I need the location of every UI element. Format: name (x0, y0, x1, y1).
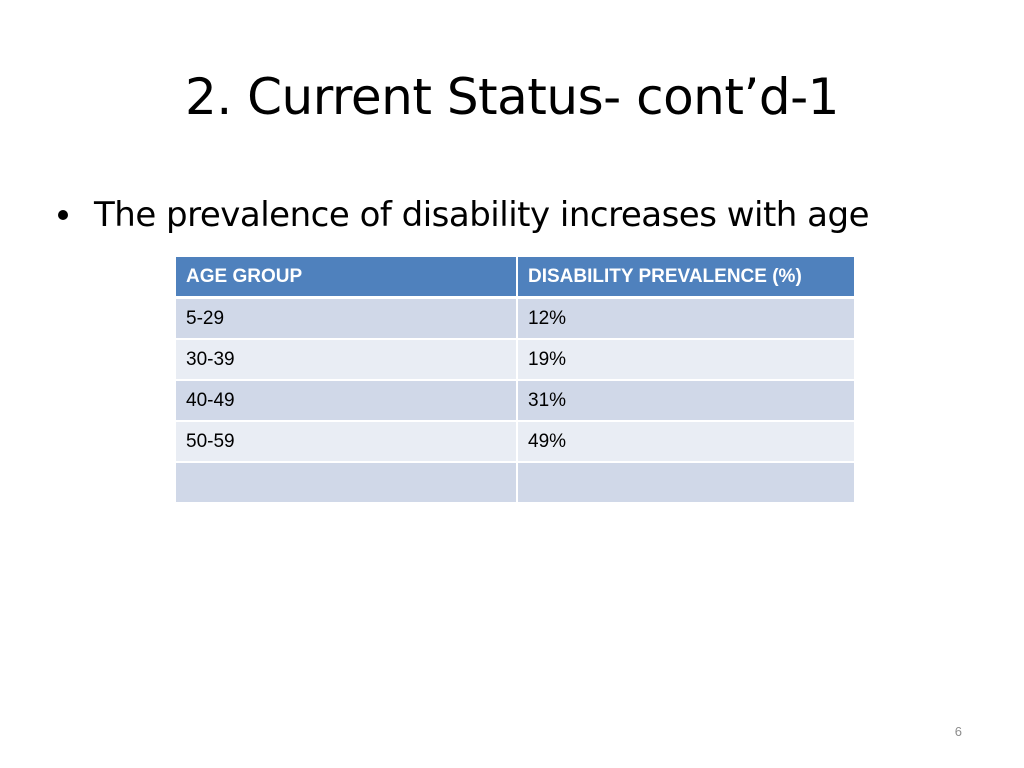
cell-age-group: 5-29 (174, 296, 518, 340)
bullet-text: The prevalence of disability increases w… (94, 195, 870, 235)
header-disability-prevalence: DISABILITY PREVALENCE (%) (516, 255, 856, 299)
cell-prevalence: 31% (516, 379, 856, 422)
table-row: 5-29 12% (174, 296, 856, 340)
table-row: 50-59 49% (174, 420, 856, 463)
cell-prevalence: 12% (516, 296, 856, 340)
cell-prevalence (516, 461, 856, 504)
cell-age-group: 50-59 (174, 420, 518, 463)
table-row: 40-49 31% (174, 379, 856, 422)
table-header-row: AGE GROUP DISABILITY PREVALENCE (%) (174, 255, 856, 299)
cell-age-group (174, 461, 518, 504)
cell-age-group: 40-49 (174, 379, 518, 422)
cell-age-group: 30-39 (174, 338, 518, 381)
table-row: 30-39 19% (174, 338, 856, 381)
bullet-item: The prevalence of disability increases w… (58, 190, 870, 240)
page-number: 6 (954, 724, 962, 739)
cell-prevalence: 49% (516, 420, 856, 463)
cell-prevalence: 19% (516, 338, 856, 381)
bullet-icon (58, 210, 68, 220)
header-age-group: AGE GROUP (174, 255, 518, 299)
table-row (174, 461, 856, 504)
prevalence-table: AGE GROUP DISABILITY PREVALENCE (%) 5-29… (174, 255, 856, 504)
slide-title: 2. Current Status- cont’d-1 (185, 68, 839, 126)
